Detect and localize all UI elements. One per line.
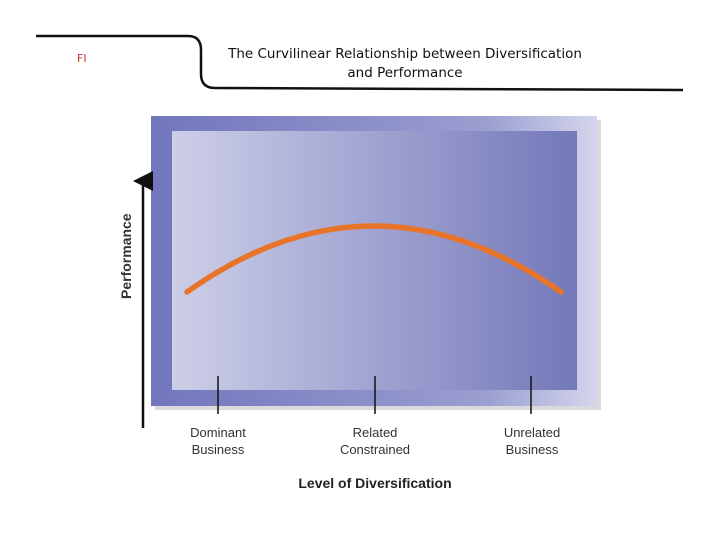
y-axis-title: Performance	[118, 213, 134, 299]
x-label-line-1: Unrelated	[503, 425, 561, 440]
slide-title-line-1: The Curvilinear Relationship between Div…	[228, 46, 582, 62]
x-label-unrelated-business: Unrelated Business	[472, 424, 592, 458]
x-label-line-2: Business	[505, 442, 559, 457]
x-label-dominant-business: Dominant Business	[158, 424, 278, 458]
slide-title-line-2: and Performance	[347, 65, 463, 81]
x-label-line-2: Constrained	[339, 442, 411, 457]
x-label-line-2: Business	[191, 442, 245, 457]
x-label-related-constrained: Related Constrained	[315, 424, 435, 458]
x-label-line-1: Related	[352, 425, 398, 440]
slide-label: FI	[77, 52, 87, 65]
slide-title: The Curvilinear Relationship between Div…	[222, 45, 588, 83]
x-axis-title: Level of Diversification	[298, 475, 452, 491]
performance-curve	[184, 223, 564, 295]
x-label-line-1: Dominant	[190, 425, 246, 440]
